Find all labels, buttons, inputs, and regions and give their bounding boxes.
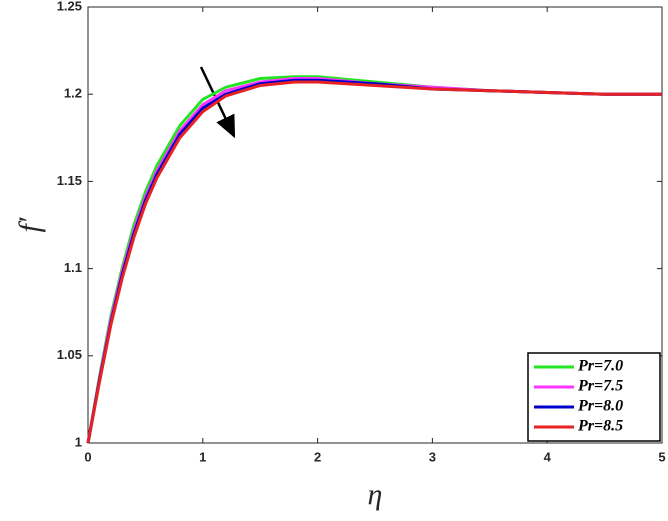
y-tick-label: 1.2 <box>64 86 82 101</box>
y-tick-label: 1.1 <box>64 260 82 275</box>
legend-label: Pr=7.5 <box>577 378 623 395</box>
y-axis-label: f′ <box>13 217 46 232</box>
x-tick-label: 3 <box>429 449 436 464</box>
y-tick-label: 1.25 <box>57 0 82 13</box>
x-axis-label: η <box>368 478 383 511</box>
legend-label: Pr=7.0 <box>577 358 623 375</box>
data-line <box>86 80 662 444</box>
legend-label: Pr=8.5 <box>577 418 623 435</box>
legend-label: Pr=8.0 <box>577 398 623 415</box>
y-tick-label: 1 <box>75 434 82 449</box>
x-tick-label: 0 <box>84 449 91 464</box>
x-tick-label: 5 <box>658 449 665 464</box>
y-tick-label: 1.05 <box>57 347 82 362</box>
x-tick-label: 4 <box>544 449 552 464</box>
x-tick-label: 2 <box>314 449 321 464</box>
x-tick-label: 1 <box>199 449 206 464</box>
y-tick-label: 1.15 <box>57 173 82 188</box>
